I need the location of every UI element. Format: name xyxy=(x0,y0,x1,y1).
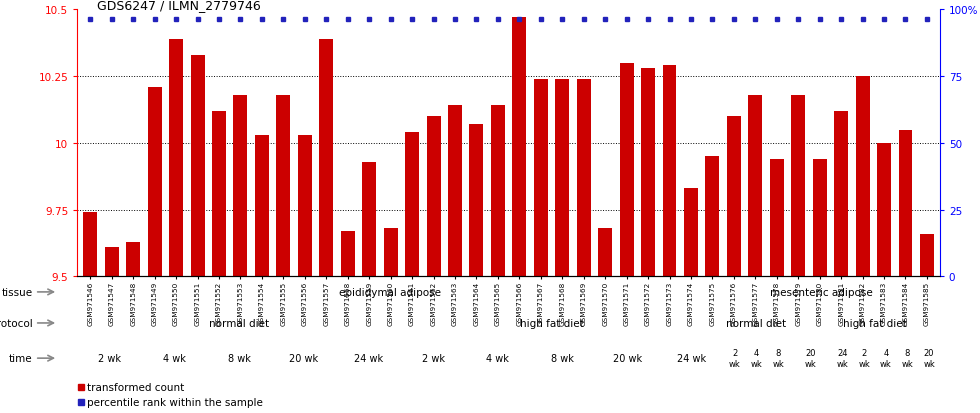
Text: normal diet: normal diet xyxy=(726,318,787,328)
Text: high fat diet: high fat diet xyxy=(843,318,907,328)
Bar xyxy=(598,229,612,277)
Text: percentile rank within the sample: percentile rank within the sample xyxy=(87,397,263,407)
Bar xyxy=(469,125,483,277)
Text: GDS6247 / ILMN_2779746: GDS6247 / ILMN_2779746 xyxy=(97,0,261,12)
Bar xyxy=(556,80,569,277)
Text: 24
wk: 24 wk xyxy=(837,349,849,368)
Bar xyxy=(298,135,312,277)
Bar xyxy=(126,242,140,277)
Bar xyxy=(276,95,290,277)
Bar xyxy=(920,234,934,277)
Text: 4
wk: 4 wk xyxy=(751,349,762,368)
Text: 24 wk: 24 wk xyxy=(677,353,707,363)
Bar xyxy=(319,40,333,277)
Bar xyxy=(105,247,119,277)
Bar xyxy=(341,231,355,277)
Text: high fat diet: high fat diet xyxy=(519,318,584,328)
Bar xyxy=(641,69,655,277)
Text: 20 wk: 20 wk xyxy=(612,353,642,363)
Bar xyxy=(170,40,183,277)
Bar xyxy=(812,159,827,277)
Bar xyxy=(513,18,526,277)
Bar xyxy=(83,213,97,277)
Text: 4 wk: 4 wk xyxy=(163,353,186,363)
Text: normal diet: normal diet xyxy=(209,318,270,328)
Bar xyxy=(577,80,591,277)
Text: transformed count: transformed count xyxy=(87,382,184,392)
Text: 4 wk: 4 wk xyxy=(486,353,510,363)
Bar xyxy=(662,66,676,277)
Text: 8
wk: 8 wk xyxy=(902,349,913,368)
Text: 20
wk: 20 wk xyxy=(923,349,935,368)
Bar xyxy=(426,117,440,277)
Text: 2
wk: 2 wk xyxy=(729,349,741,368)
Text: tissue: tissue xyxy=(1,287,32,297)
Bar xyxy=(877,144,891,277)
Bar xyxy=(148,88,162,277)
Bar xyxy=(770,159,784,277)
Text: 24 wk: 24 wk xyxy=(354,353,383,363)
Text: 8 wk: 8 wk xyxy=(227,353,251,363)
Text: 20 wk: 20 wk xyxy=(289,353,318,363)
Bar xyxy=(491,106,505,277)
Bar xyxy=(856,77,869,277)
Bar xyxy=(706,157,719,277)
Bar xyxy=(255,135,269,277)
Bar xyxy=(363,162,376,277)
Bar xyxy=(834,112,848,277)
Text: 8
wk: 8 wk xyxy=(772,349,784,368)
Text: mesenteric adipose: mesenteric adipose xyxy=(770,287,872,297)
Text: epididymal adipose: epididymal adipose xyxy=(339,287,441,297)
Text: 2 wk: 2 wk xyxy=(98,353,122,363)
Bar xyxy=(727,117,741,277)
Bar xyxy=(749,95,762,277)
Bar xyxy=(383,229,398,277)
Bar xyxy=(233,95,247,277)
Text: protocol: protocol xyxy=(0,318,32,328)
Bar xyxy=(619,64,634,277)
Bar xyxy=(212,112,226,277)
Bar xyxy=(534,80,548,277)
Bar xyxy=(448,106,462,277)
Text: 2 wk: 2 wk xyxy=(421,353,445,363)
Text: 8 wk: 8 wk xyxy=(551,353,574,363)
Bar xyxy=(684,189,698,277)
Bar xyxy=(791,95,806,277)
Text: 4
wk: 4 wk xyxy=(880,349,892,368)
Bar xyxy=(405,133,419,277)
Text: time: time xyxy=(9,353,32,363)
Bar xyxy=(899,130,912,277)
Text: 2
wk: 2 wk xyxy=(858,349,870,368)
Bar xyxy=(190,56,205,277)
Text: 20
wk: 20 wk xyxy=(805,349,816,368)
